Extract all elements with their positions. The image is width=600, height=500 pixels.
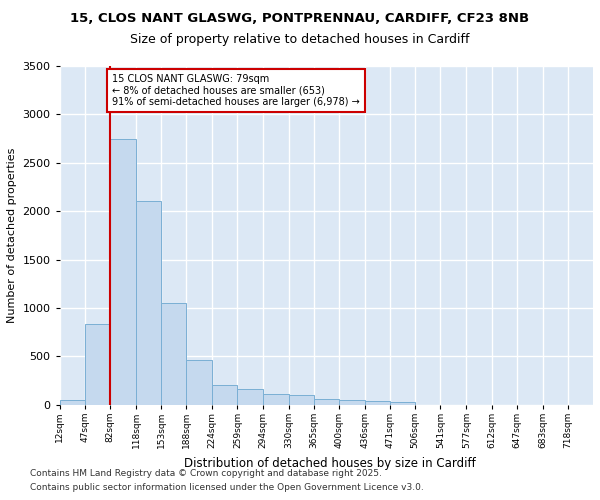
Bar bbox=[110, 138, 136, 404]
Text: 15, CLOS NANT GLASWG, PONTPRENNAU, CARDIFF, CF23 8NB: 15, CLOS NANT GLASWG, PONTPRENNAU, CARDI… bbox=[70, 12, 530, 26]
Bar bbox=[238, 389, 263, 404]
Bar bbox=[59, 400, 85, 404]
Text: 15 CLOS NANT GLASWG: 79sqm
← 8% of detached houses are smaller (653)
91% of semi: 15 CLOS NANT GLASWG: 79sqm ← 8% of detac… bbox=[112, 74, 360, 107]
Y-axis label: Number of detached properties: Number of detached properties bbox=[7, 148, 17, 323]
Bar bbox=[339, 400, 365, 404]
Bar bbox=[161, 303, 187, 404]
Bar bbox=[390, 402, 415, 404]
Text: Distribution of detached houses by size in Cardiff: Distribution of detached houses by size … bbox=[184, 458, 476, 470]
Bar bbox=[365, 401, 390, 404]
Text: Size of property relative to detached houses in Cardiff: Size of property relative to detached ho… bbox=[130, 32, 470, 46]
Bar bbox=[212, 386, 238, 404]
Bar bbox=[263, 394, 289, 404]
Text: Contains public sector information licensed under the Open Government Licence v3: Contains public sector information licen… bbox=[30, 484, 424, 492]
Bar bbox=[136, 202, 161, 404]
Bar bbox=[289, 395, 314, 404]
Bar bbox=[187, 360, 212, 405]
Text: Contains HM Land Registry data © Crown copyright and database right 2025.: Contains HM Land Registry data © Crown c… bbox=[30, 468, 382, 477]
Bar bbox=[85, 324, 110, 404]
Bar bbox=[314, 399, 339, 404]
